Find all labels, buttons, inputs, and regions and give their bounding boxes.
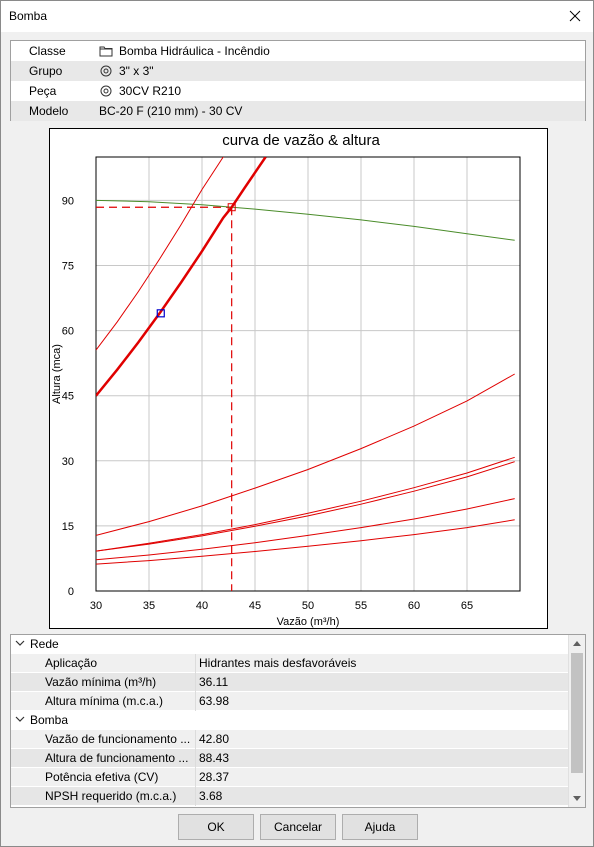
target-icon — [99, 64, 113, 78]
series-line-system-curve-main — [96, 157, 267, 397]
x-tick-label: 40 — [196, 600, 208, 612]
prop-row-modelo: Modelo BC-20 F (210 mm) - 30 CV — [11, 101, 585, 121]
prop-value: 30CV R210 — [119, 84, 182, 98]
properties-table: Classe Bomba Hidráulica - Incêndio Grupo… — [10, 40, 586, 121]
series-line-system-curve — [96, 461, 515, 552]
y-tick-label: 90 — [62, 195, 74, 207]
close-icon — [569, 10, 581, 22]
scroll-down-button[interactable] — [569, 790, 585, 807]
grid-row-value: 28.37 — [199, 770, 230, 784]
grid-row-label: Potência efetiva (CV) — [45, 770, 159, 784]
x-tick-label: 55 — [355, 600, 367, 612]
prop-value: BC-20 F (210 mm) - 30 CV — [99, 104, 243, 118]
prop-value: Bomba Hidráulica - Incêndio — [119, 44, 270, 58]
grid-row-label: NPSH requerido (m.c.a.) — [45, 789, 177, 803]
grid-row[interactable]: Aplicação Hidrantes mais desfavoráveis — [11, 654, 569, 673]
grid-row-label: Vazão mínima (m³/h) — [45, 675, 157, 689]
x-tick-label: 45 — [249, 600, 261, 612]
cancel-button[interactable]: Cancelar — [260, 814, 336, 840]
operating-point-marker — [227, 203, 236, 212]
grid-row[interactable]: Altura mínima (m.c.a.) 63.98 — [11, 692, 569, 711]
y-tick-label: 45 — [62, 391, 74, 403]
prop-label: Modelo — [29, 104, 69, 118]
grid-row-label: Altura de funcionamento ... — [45, 751, 189, 765]
property-grid: Rede Aplicação Hidrantes mais desfavoráv… — [10, 634, 586, 808]
grid-row-value: 36.11 — [199, 675, 229, 689]
scroll-up-button[interactable] — [569, 635, 585, 652]
series-line-system-curve — [96, 157, 224, 351]
grid-row[interactable]: NPSH requerido (m.c.a.) 3.68 — [11, 787, 569, 806]
folder-icon — [99, 44, 113, 58]
x-axis-label: Vazão (m³/h) — [277, 616, 340, 628]
y-tick-label: 60 — [62, 326, 74, 338]
series-line-system-curve — [96, 456, 515, 552]
series-line-system-curve — [96, 498, 515, 561]
grid-row-value: 63.98 — [199, 694, 230, 708]
x-tick-label: 60 — [408, 600, 420, 612]
grid-row-value: 88.43 — [199, 751, 230, 765]
chevron-down-icon — [573, 796, 581, 801]
section-bomba[interactable]: Bomba — [11, 711, 569, 730]
flow-head-chart: curva de vazão & altura 30 35 40 45 50 55 60 65 0… — [49, 128, 548, 629]
y-tick-label: 0 — [68, 586, 74, 598]
prop-label: Classe — [29, 44, 66, 58]
section-rede[interactable]: Rede — [11, 635, 569, 654]
grid-row[interactable]: Vazão de funcionamento ... 42.80 — [11, 730, 569, 749]
y-tick-label: 30 — [62, 456, 74, 468]
grid-row-value: 3.68 — [199, 789, 223, 803]
chart-title: curva de vazão & altura — [222, 132, 380, 149]
y-axis-label: Altura (mca) — [51, 344, 63, 404]
chevron-down-icon — [15, 716, 25, 722]
series-line-system-curve — [96, 373, 515, 536]
section-title: Rede — [30, 637, 59, 651]
prop-label: Grupo — [29, 64, 63, 78]
plot-area-border — [95, 156, 521, 592]
x-tick-label: 50 — [302, 600, 314, 612]
grid-row-label: Aplicação — [45, 656, 98, 670]
grid-row-label: Vazão de funcionamento ... — [45, 732, 191, 746]
close-button[interactable] — [561, 3, 589, 29]
grid-row[interactable]: Vazão mínima (m³/h) 36.11 — [11, 673, 569, 692]
x-tick-label: 35 — [143, 600, 155, 612]
chevron-down-icon — [15, 640, 25, 646]
prop-row-classe: Classe Bomba Hidráulica - Incêndio — [11, 41, 585, 61]
grid-row-value: Hidrantes mais desfavoráveis — [199, 656, 357, 670]
minimum-point-marker — [156, 309, 165, 318]
grid-row-label: Altura mínima (m.c.a.) — [45, 694, 164, 708]
series-line-pump-curve — [96, 199, 515, 241]
series-line-system-curve — [96, 519, 515, 565]
grid-row[interactable]: Potência efetiva (CV) 28.37 — [11, 768, 569, 787]
vertical-scrollbar[interactable] — [568, 635, 585, 807]
x-tick-label: 65 — [461, 600, 473, 612]
section-title: Bomba — [30, 713, 69, 727]
prop-row-peca: Peça 30CV R210 — [11, 81, 585, 101]
title-bar: Bomba — [1, 1, 593, 32]
y-tick-label: 75 — [62, 261, 74, 273]
grid-row[interactable]: Altura de funcionamento ... 88.43 — [11, 749, 569, 768]
grid-row-value: 42.80 — [199, 732, 230, 746]
x-tick-label: 30 — [90, 600, 102, 612]
chart-svg: curva de vazão & altura 30 35 40 45 50 55 60 65 0… — [51, 132, 521, 628]
prop-value: 3" x 3" — [119, 64, 154, 78]
prop-label: Peça — [29, 84, 57, 98]
help-button[interactable]: Ajuda — [342, 814, 418, 840]
y-tick-label: 15 — [62, 521, 74, 533]
chevron-up-icon — [573, 641, 581, 646]
scroll-thumb[interactable] — [571, 653, 583, 773]
target-icon — [99, 84, 113, 98]
window-title: Bomba — [9, 9, 48, 23]
ok-button[interactable]: OK — [178, 814, 254, 840]
prop-row-grupo: Grupo 3" x 3" — [11, 61, 585, 81]
